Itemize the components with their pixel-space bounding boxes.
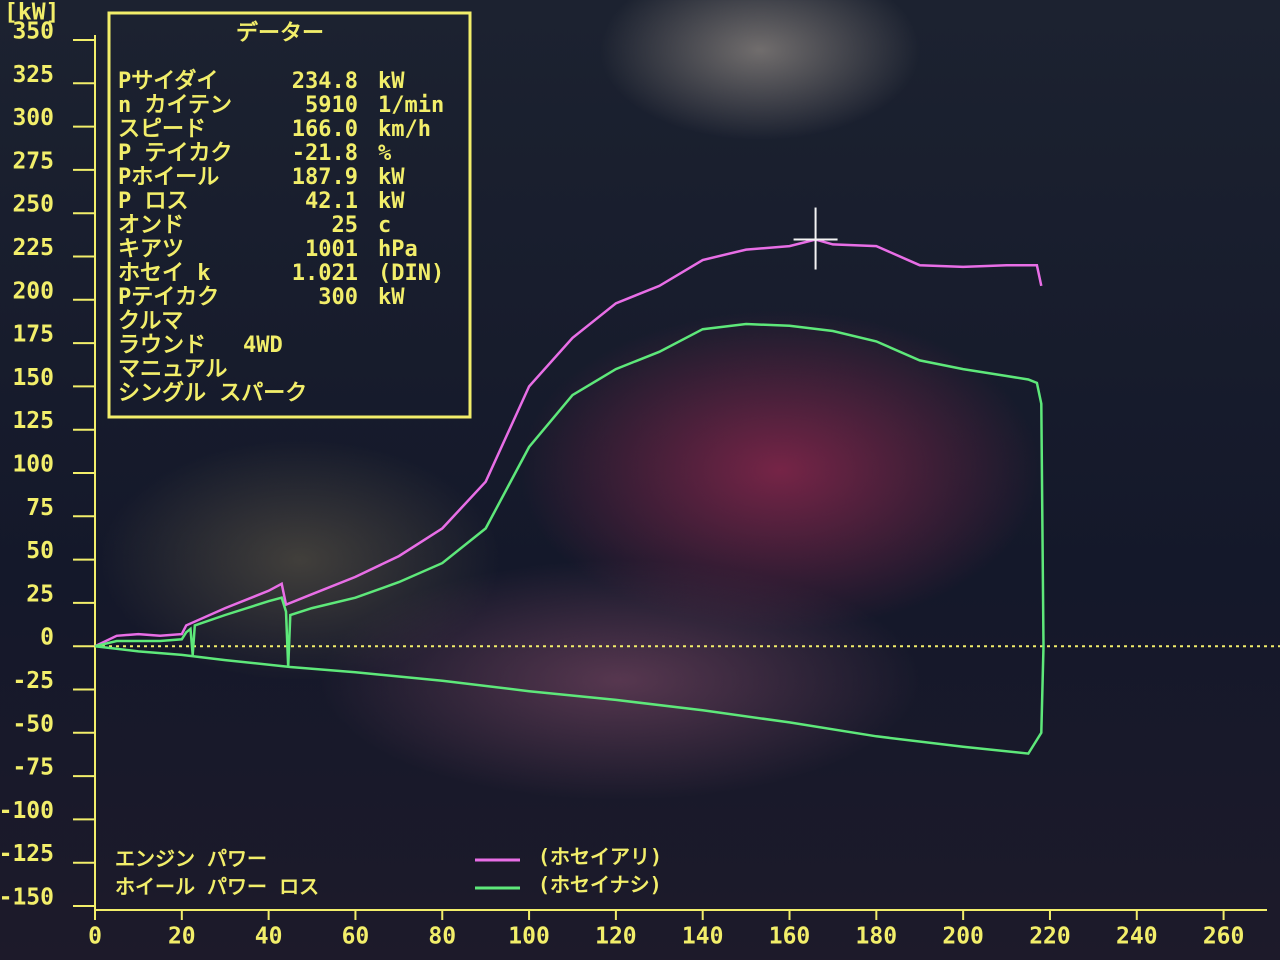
data-box-label: ホセイ k: [118, 261, 211, 286]
data-box-label: スピード: [118, 117, 206, 142]
data-box-unit: kW: [378, 165, 405, 190]
y-tick-label: 300: [12, 105, 54, 131]
data-box-unit: %: [378, 141, 392, 166]
y-tick-label: -25: [12, 668, 54, 694]
y-tick-label: 250: [12, 192, 54, 218]
series-line: [94, 322, 1045, 755]
data-box-value: 300: [318, 285, 358, 310]
data-box-value: 166.0: [292, 117, 358, 142]
y-tick-label: 275: [12, 148, 54, 174]
y-tick-label: -75: [12, 755, 54, 781]
data-box-label: キアツ: [118, 237, 184, 262]
data-box-title: データー: [236, 20, 324, 46]
curve-label: エンジン パワー: [115, 847, 267, 871]
data-box-note-value: 4WD: [243, 333, 283, 358]
data-box-label: n カイテン: [118, 93, 232, 118]
data-box-value: 187.9: [292, 165, 358, 190]
data-box-unit: (DIN): [378, 261, 444, 286]
data-box-value: 1001: [305, 237, 358, 262]
data-box-value: 234.8: [292, 69, 358, 94]
x-tick-label: 260: [1203, 924, 1245, 950]
y-tick-label: 225: [12, 235, 54, 261]
data-box-unit: km/h: [378, 117, 431, 142]
data-box-note: マニュアル: [118, 357, 227, 382]
curve-label: ホイール パワー ロス: [115, 875, 319, 899]
x-tick-label: 100: [508, 924, 550, 950]
x-tick-label: 40: [255, 924, 283, 950]
data-box-unit: kW: [378, 285, 405, 310]
x-tick-label: 240: [1116, 924, 1158, 950]
y-tick-label: 200: [12, 278, 54, 304]
y-tick-label: 50: [26, 538, 54, 564]
legend-label: (ホセイナシ): [538, 873, 662, 897]
data-box-unit: kW: [378, 69, 405, 94]
x-tick-label: 220: [1029, 924, 1071, 950]
data-box-note: ラウンド: [118, 333, 206, 358]
data-box-label: P テイカク: [118, 141, 233, 166]
y-tick-label: -125: [0, 841, 54, 867]
data-box-label: Pテイカク: [118, 285, 219, 310]
data-box-label: Pホイール: [118, 165, 219, 190]
data-box-unit: c: [378, 213, 391, 238]
x-tick-label: 200: [942, 924, 984, 950]
y-tick-label: -150: [0, 885, 54, 911]
y-tick-label: 325: [12, 62, 54, 88]
x-tick-label: 60: [342, 924, 370, 950]
y-tick-label: -50: [12, 711, 54, 737]
data-box-frame: [107, 11, 472, 419]
x-tick-label: 0: [88, 924, 102, 950]
y-tick-label: 25: [26, 581, 54, 607]
y-tick-label: 75: [26, 495, 54, 521]
x-tick-label: 140: [682, 924, 724, 950]
data-box-unit: hPa: [378, 237, 418, 262]
y-axis-label: [kW]: [4, 0, 59, 26]
series-line: [94, 238, 1043, 648]
data-box-unit: kW: [378, 189, 405, 214]
y-tick-label: 100: [12, 452, 54, 478]
data-box-value: 1.021: [292, 261, 358, 286]
y-tick-label: 0: [40, 625, 54, 651]
y-tick-label: 175: [12, 322, 54, 348]
x-tick-label: 20: [168, 924, 196, 950]
y-tick-label: 125: [12, 408, 54, 434]
data-box-label: オンド: [118, 213, 184, 238]
data-box-unit: 1/min: [378, 93, 444, 118]
data-box-value: -21.8: [292, 141, 358, 166]
x-tick-label: 180: [856, 924, 898, 950]
data-box-note: クルマ: [118, 309, 183, 334]
data-box-value: 25: [332, 213, 359, 238]
legend-label: (ホセイアリ): [538, 845, 662, 869]
data-box-value: 5910: [305, 93, 358, 118]
y-tick-label: -100: [0, 798, 54, 824]
x-tick-label: 160: [769, 924, 811, 950]
data-box-label: P ロス: [118, 189, 189, 214]
x-tick-label: 120: [595, 924, 637, 950]
data-box-label: Pサイダイ: [118, 68, 218, 94]
data-box-value: 42.1: [305, 189, 358, 214]
y-tick-label: 150: [12, 365, 54, 391]
data-box-note: シングル スパーク: [118, 380, 307, 406]
y-tick-label: 350: [12, 19, 54, 45]
x-tick-label: 80: [428, 924, 456, 950]
